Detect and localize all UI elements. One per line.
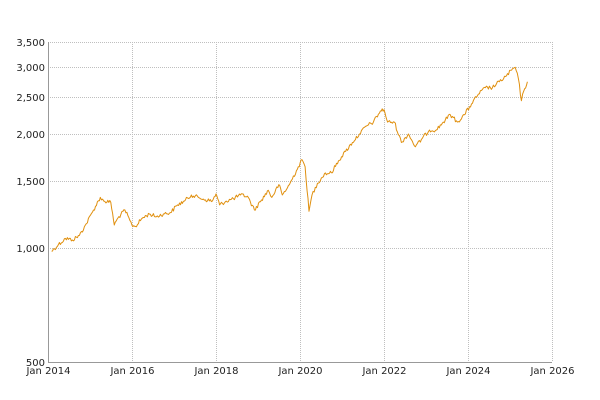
x-tick-label: Jan 2020: [277, 366, 322, 377]
y-tick-label: 1,000: [16, 244, 45, 255]
series-layer: [51, 66, 528, 252]
y-tick-label: 3,500: [16, 38, 45, 49]
y-tick-label: 2,000: [16, 130, 45, 141]
y-tick-label: 500: [26, 358, 45, 369]
tick-labels: 500 1,000 1,500 2,000 2,500 3,000 3,500 Jan 201…: [16, 38, 574, 377]
y-tick-label: 1,500: [16, 177, 45, 188]
x-tick-label: Jan 2026: [529, 366, 574, 377]
y-tick-label: 3,000: [16, 63, 45, 74]
grid: [48, 42, 553, 363]
x-tick-label: Jan 2024: [445, 366, 490, 377]
x-tick-label: Jan 2022: [361, 366, 406, 377]
price-series-line: [51, 66, 528, 252]
y-tick-label: 2,500: [16, 93, 45, 104]
x-tick-label: Jan 2018: [193, 366, 238, 377]
x-tick-label: Jan 2014: [25, 366, 70, 377]
x-tick-label: Jan 2016: [109, 366, 154, 377]
axes: [48, 42, 552, 363]
